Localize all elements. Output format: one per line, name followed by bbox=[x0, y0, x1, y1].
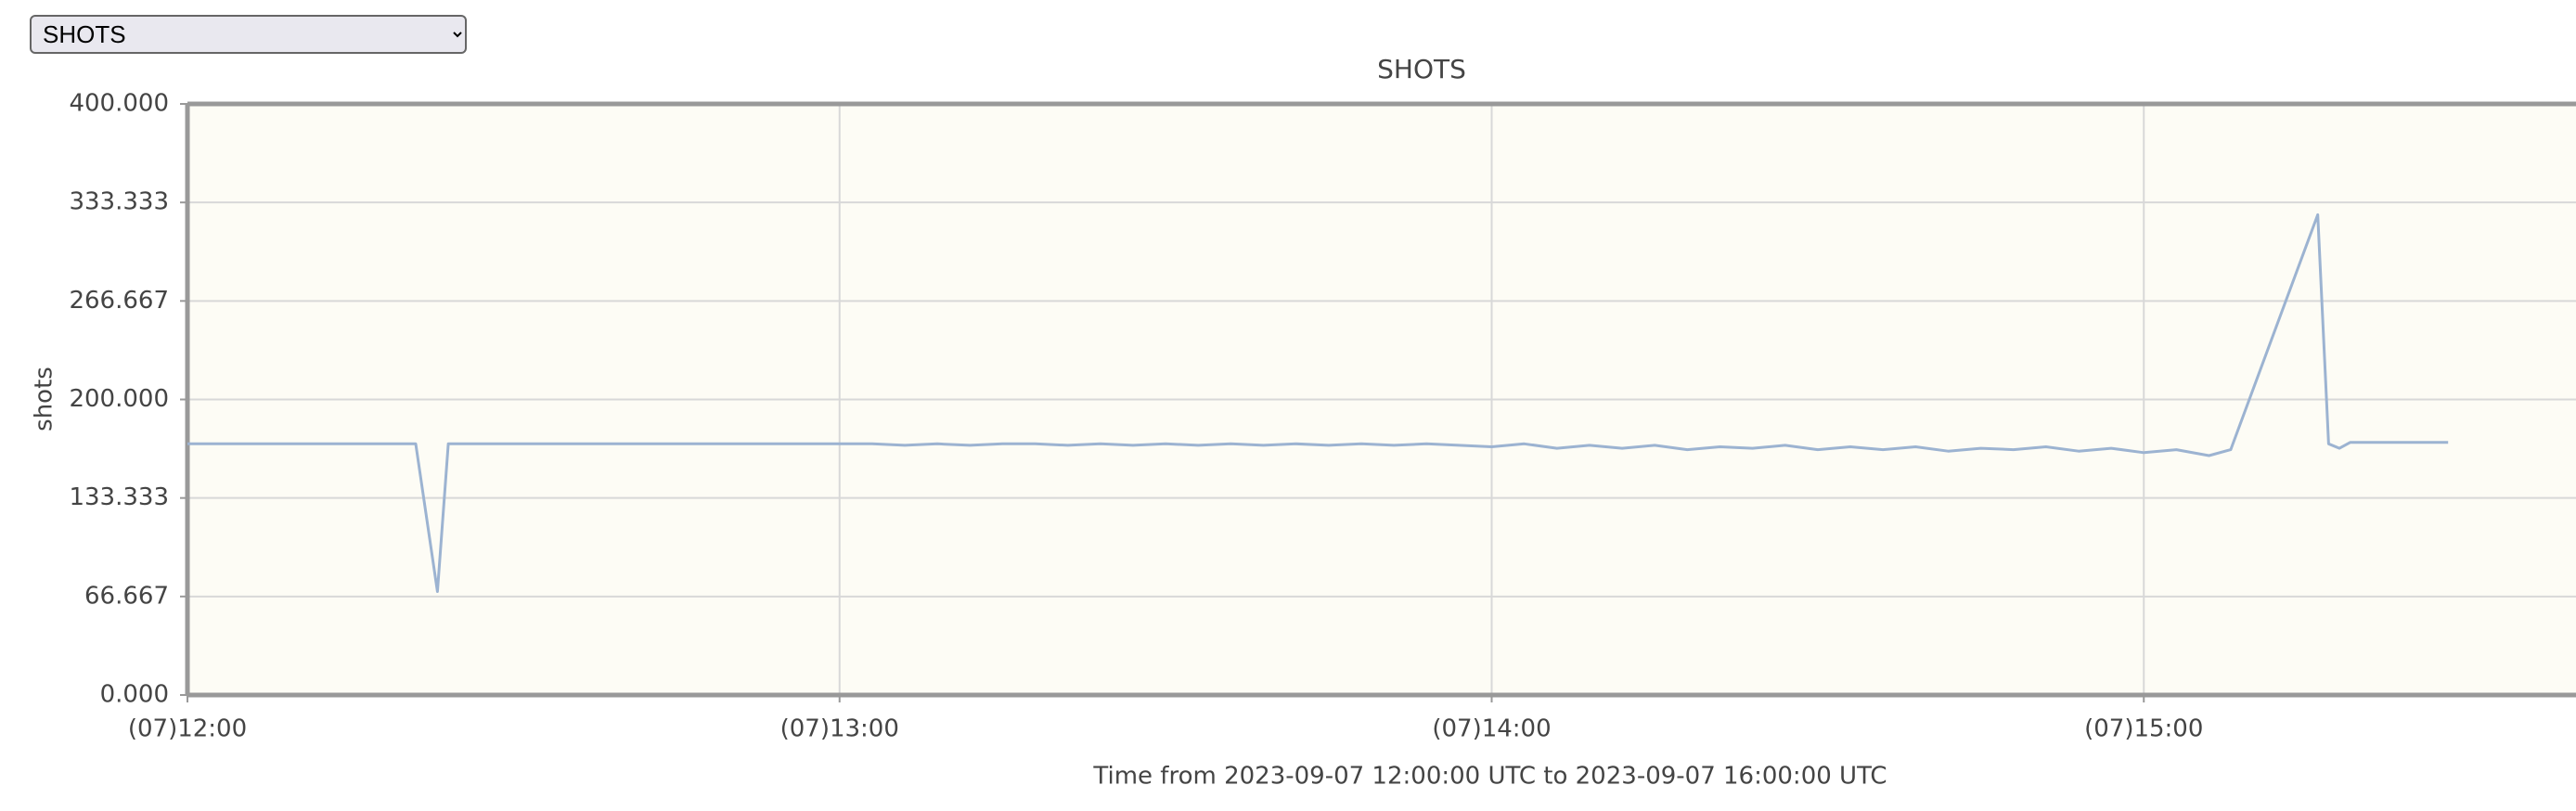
data-line bbox=[187, 212, 2449, 593]
x-tick-label: (07)12:00 bbox=[128, 715, 247, 743]
y-tick-label: 400.000 bbox=[69, 90, 169, 118]
y-tick-label: 333.333 bbox=[69, 188, 169, 216]
metric-select[interactable]: SHOTS bbox=[30, 15, 467, 54]
y-tick-label: 0.000 bbox=[100, 681, 169, 709]
y-tick-label: 133.333 bbox=[69, 483, 169, 511]
x-tick-label: (07)14:00 bbox=[1432, 715, 1551, 743]
chart-title: SHOTS bbox=[1377, 54, 1466, 84]
y-axis-title: shots bbox=[31, 367, 58, 431]
y-tick-label: 266.667 bbox=[69, 287, 169, 315]
y-tick-label: 200.000 bbox=[69, 385, 169, 413]
y-tick-label: 66.667 bbox=[84, 582, 169, 610]
x-tick-label: (07)15:00 bbox=[2084, 715, 2203, 743]
x-axis-title: Time from 2023-09-07 12:00:00 UTC to 202… bbox=[1092, 763, 1887, 791]
x-tick-label: (07)13:00 bbox=[780, 715, 899, 743]
